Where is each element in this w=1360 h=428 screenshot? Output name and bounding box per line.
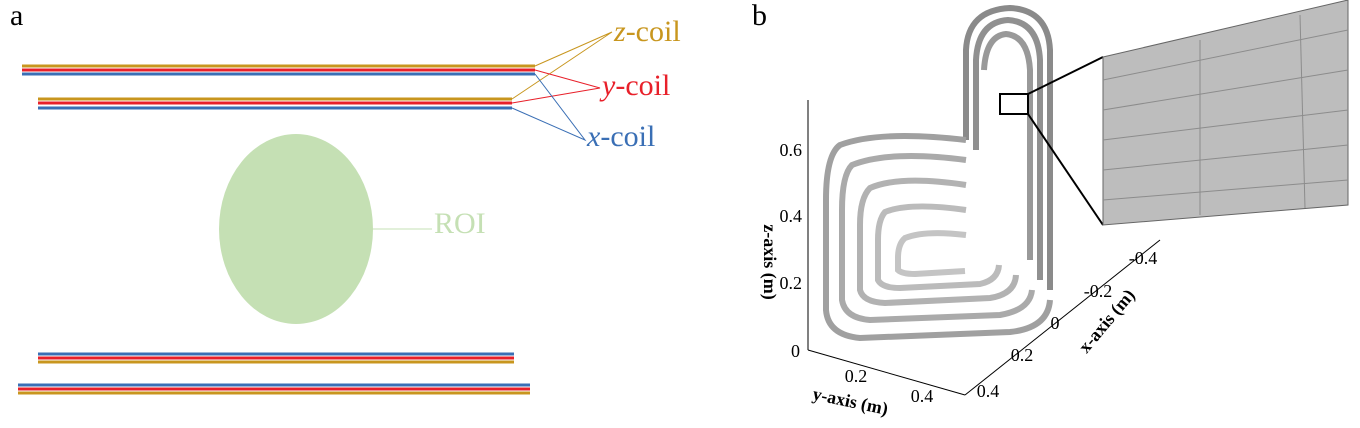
panel-a: a z-coil y-coil x-coil ROI (10, 0, 681, 395)
coil-loop (895, 230, 967, 278)
z-ticks: 0 0.2 0.4 0.6 (780, 140, 803, 361)
y-ticks: 0.2 0.4 (845, 366, 934, 406)
coil-loop (823, 133, 1053, 342)
roi-ellipse (219, 134, 373, 324)
inset-lines (1102, 14, 1349, 215)
tick-label: 0.2 (845, 366, 868, 386)
inset-line (1102, 109, 1349, 141)
roi-label: ROI (434, 207, 486, 240)
inset-line (1102, 144, 1349, 171)
tick-label: -0.2 (1084, 281, 1113, 301)
leader (511, 73, 587, 142)
leader (511, 69, 601, 104)
zoom-inset (1102, 0, 1349, 226)
zoom-line (1027, 113, 1104, 226)
tick-label: 0.6 (780, 140, 803, 160)
z-axis-title: z-axis (m) (759, 224, 780, 299)
y-axis-line (807, 349, 966, 396)
coil-loop (839, 153, 1035, 324)
coil-loop (973, 16, 1043, 280)
zoom-box (999, 93, 1029, 115)
tick-label: 0.2 (1011, 345, 1034, 365)
coil-loop (963, 4, 1053, 290)
coil-loop (875, 203, 1002, 292)
coil-loop (857, 177, 1019, 307)
tick-label: 0.4 (911, 386, 934, 406)
coil-label: z-coil (613, 15, 681, 48)
leader-lines (511, 31, 613, 142)
leader (511, 31, 613, 100)
coil-loop (981, 30, 1033, 260)
panel-label: b (752, 0, 767, 32)
coil-lines (18, 64, 535, 395)
zoom-line (1027, 56, 1104, 95)
tick-label: 0 (791, 341, 800, 361)
x-ticks: 0.4 0.2 0 -0.2 -0.4 (977, 248, 1158, 401)
tick-label: -0.4 (1129, 248, 1158, 268)
axes (807, 100, 1161, 396)
tick-label: 0.2 (780, 273, 803, 293)
inset-line (1102, 179, 1349, 201)
panel-label: a (10, 0, 23, 32)
x-axis-line (964, 239, 1161, 396)
coil-surface (823, 4, 1053, 342)
coil-label: x-coil (586, 120, 655, 153)
y-axis-title: y-axis (m) (811, 383, 890, 419)
inset-line (1102, 29, 1349, 81)
tick-label: 0 (1051, 313, 1060, 333)
coil-label: y-coil (599, 69, 670, 102)
tick-label: 0.4 (977, 381, 1000, 401)
tick-label: 0.4 (780, 206, 803, 226)
inset-line (1299, 14, 1306, 209)
inset-line (1102, 69, 1349, 111)
panel-b: b 0 0.2 (752, 0, 1349, 420)
